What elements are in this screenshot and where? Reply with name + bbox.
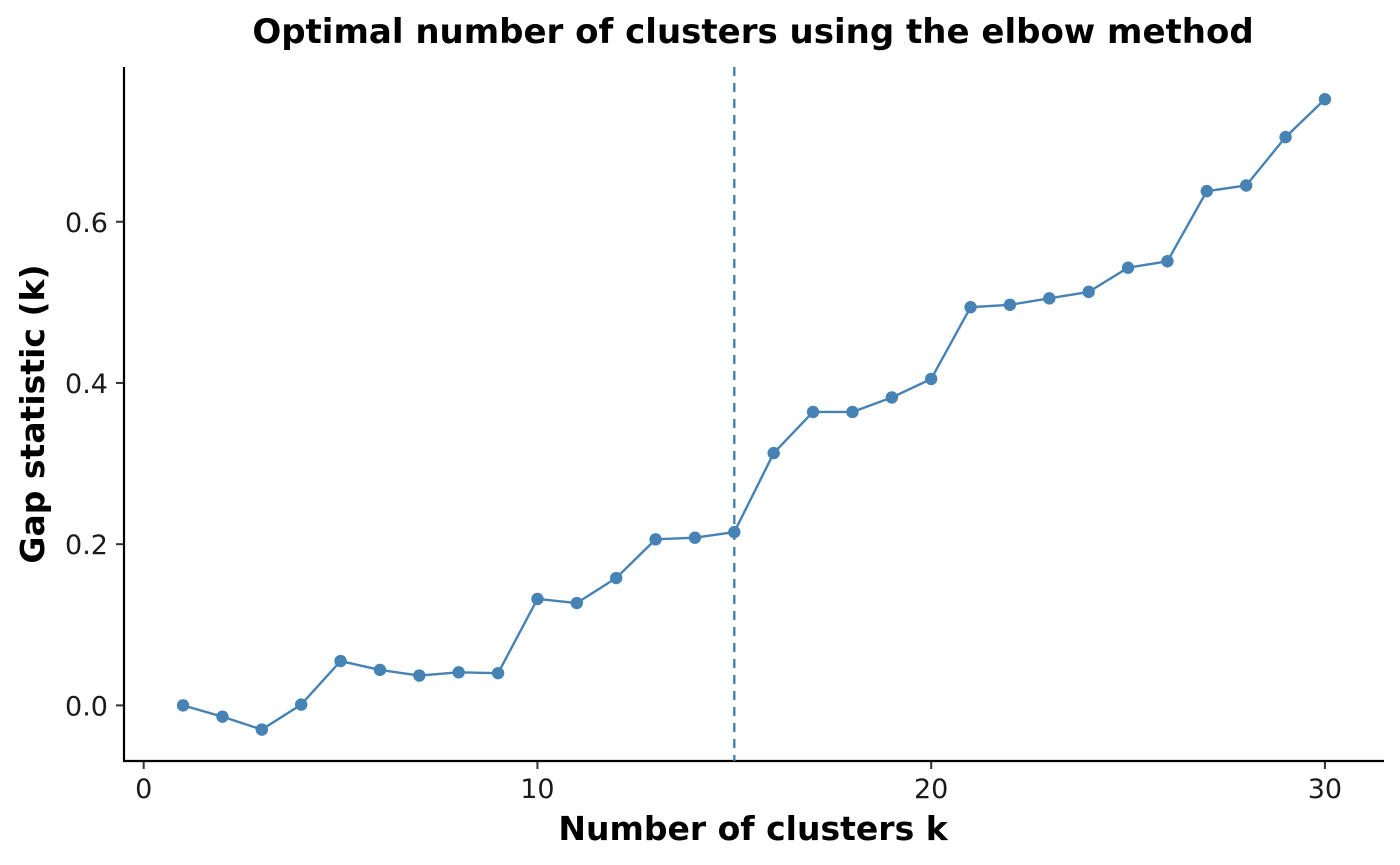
x-tick-label: 10 [520, 774, 554, 805]
data-point [846, 405, 859, 419]
data-point [1161, 255, 1174, 268]
data-point [767, 446, 780, 460]
data-point [452, 666, 465, 679]
data-point [649, 533, 662, 546]
data-point [294, 698, 308, 711]
y-tick-label: 0.6 [65, 208, 108, 239]
data-point [255, 723, 269, 736]
data-point [491, 666, 505, 680]
y-tick-label: 0.0 [65, 691, 108, 722]
data-point [216, 710, 229, 723]
data-point [1279, 130, 1292, 144]
data-point [1239, 179, 1253, 192]
x-axis-ticks: 0 10 20 30 [135, 761, 1342, 805]
data-point [1003, 298, 1017, 311]
data-point [1121, 261, 1135, 274]
data-point [1043, 292, 1056, 305]
data-point [688, 531, 702, 544]
y-tick-label: 0.2 [65, 530, 108, 561]
y-axis-title: Gap statistic (k) [13, 264, 52, 563]
data-point [1200, 184, 1214, 198]
data-point [1318, 93, 1332, 106]
data-point [964, 300, 977, 314]
data-point [924, 372, 938, 386]
data-point [570, 596, 584, 610]
x-tick-label: 0 [135, 774, 152, 805]
series-line [182, 98, 1326, 731]
data-point [176, 699, 190, 712]
chart-title: Optimal number of clusters using the elb… [252, 12, 1253, 52]
data-point [413, 669, 426, 682]
data-point [531, 592, 544, 606]
data-point [334, 654, 347, 668]
data-point [1082, 285, 1095, 299]
x-axis-title: Number of clusters k [558, 809, 948, 848]
x-tick-label: 30 [1308, 774, 1342, 805]
data-point [609, 571, 623, 585]
data-point [806, 405, 820, 419]
data-point [885, 391, 899, 404]
y-tick-label: 0.4 [65, 369, 108, 400]
data-points-layer [176, 93, 1332, 736]
data-point [373, 663, 387, 677]
series-line-layer [182, 98, 1326, 731]
data-point [728, 525, 741, 539]
y-axis-ticks: 0.0 0.2 0.4 0.6 [65, 208, 124, 722]
x-tick-label: 20 [914, 774, 948, 805]
